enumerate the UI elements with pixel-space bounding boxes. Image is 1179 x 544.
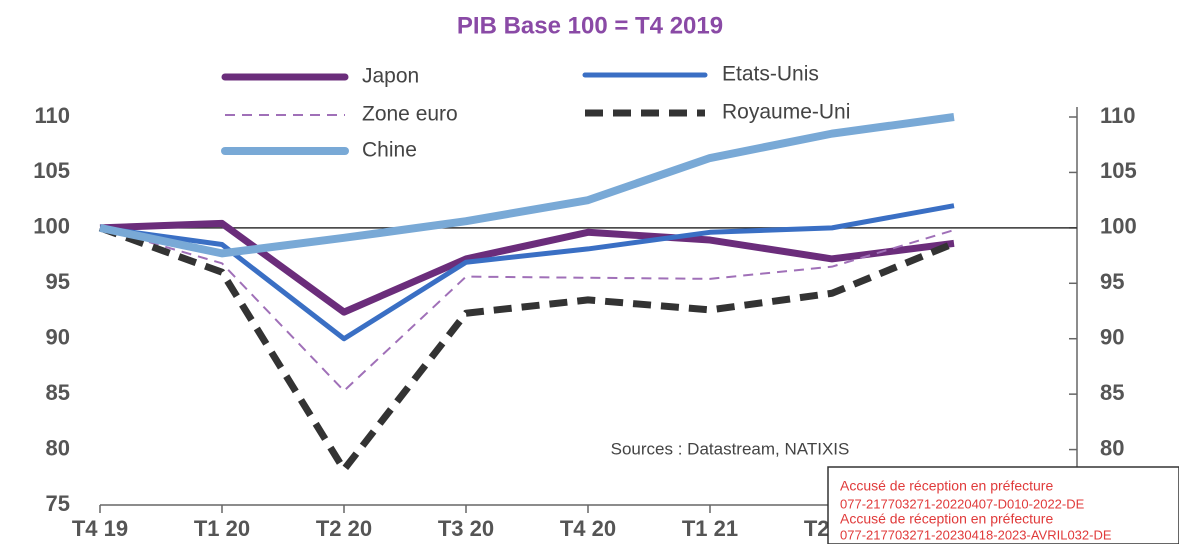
x-tick-label: T4 19 <box>72 516 128 541</box>
stamp-text: 077-217703271-20230418-2023-AVRIL032-DE <box>840 527 1112 542</box>
y-tick-label: 100 <box>33 214 70 239</box>
stamp-text: Accusé de réception en préfecture <box>840 478 1053 494</box>
x-tick-label: T1 21 <box>682 516 738 541</box>
legend-label: Chine <box>362 139 417 162</box>
y-tick-label: 105 <box>33 158 70 183</box>
legend-label: Royaume-Uni <box>722 101 850 124</box>
y-tick-label: 80 <box>46 435 70 460</box>
legend-label: Zone euro <box>362 103 458 126</box>
stamp-text: 077-217703271-20220407-D010-2022-DE <box>840 496 1085 511</box>
series-line <box>98 224 956 474</box>
series-line <box>99 203 955 342</box>
stamp-text: Accusé de réception en préfecture <box>840 511 1053 527</box>
stamp-box <box>827 466 1179 544</box>
x-tick-label: T3 20 <box>438 516 494 541</box>
series-line <box>99 219 955 316</box>
y2-tick-label: 110 <box>1100 103 1136 128</box>
x-tick-label: T2 20 <box>316 516 372 541</box>
y2-tick-label: 100 <box>1100 214 1137 239</box>
y2-tick-label: 95 <box>1100 269 1124 294</box>
y2-tick-label: 85 <box>1100 380 1124 405</box>
y2-tick-label: 80 <box>1100 435 1124 460</box>
y-tick-label: 75 <box>46 491 70 516</box>
y-tick-label: 110 <box>35 103 71 128</box>
legend-label: Etats-Unis <box>722 63 819 86</box>
chart-title: PIB Base 100 = T4 2019 <box>457 12 723 39</box>
series-line <box>99 113 955 258</box>
series-line <box>99 226 955 392</box>
x-tick-label: T4 20 <box>560 516 616 541</box>
y2-tick-label: 90 <box>1100 325 1124 350</box>
source-note: Sources : Datastream, NATIXIS <box>611 439 850 458</box>
y-tick-label: 95 <box>46 269 70 294</box>
legend-label: Japon <box>362 65 419 88</box>
y-tick-label: 90 <box>46 325 70 350</box>
y2-tick-label: 105 <box>1100 158 1137 183</box>
x-tick-label: T1 20 <box>194 516 250 541</box>
y-tick-label: 85 <box>46 380 70 405</box>
